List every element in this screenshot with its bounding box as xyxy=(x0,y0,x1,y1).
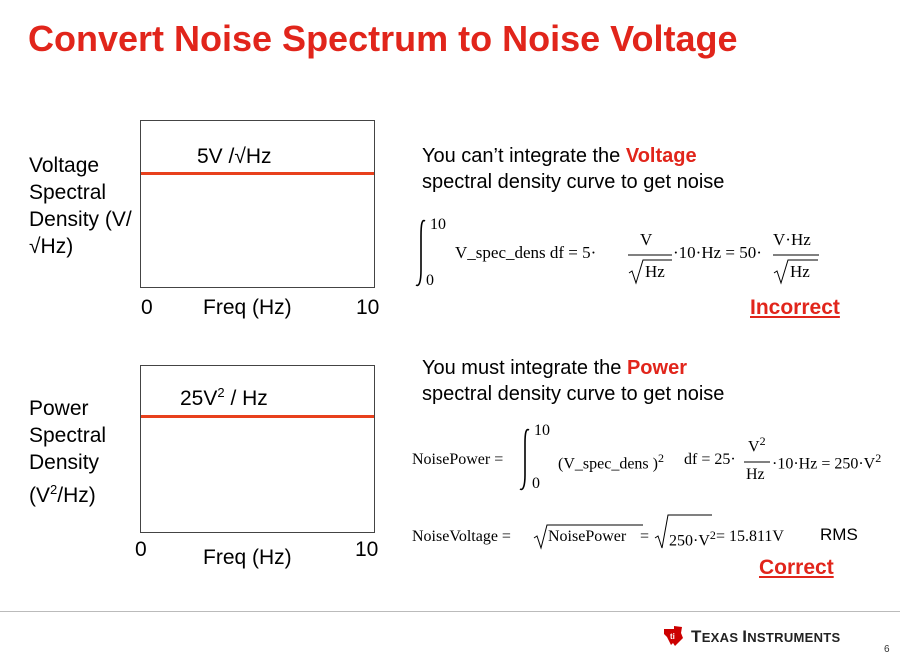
integrand-text: (V_spec_dens ) xyxy=(558,455,658,473)
axis-label-line: Spectral xyxy=(29,424,107,447)
power-density-level-label: 25V2 / Hz xyxy=(180,385,268,411)
power-method-line2: spectral density curve to get noise xyxy=(422,383,725,405)
axis-label-line: Density xyxy=(29,451,100,474)
fraction2-bar-and-radical xyxy=(773,254,819,285)
rms-label: RMS xyxy=(820,525,858,544)
fraction-numerator: V2 xyxy=(748,434,766,456)
sqrt-argument-1: NoisePower xyxy=(548,528,627,545)
ti-state-logo-icon: ti xyxy=(664,626,683,646)
equation-middle: ·10·Hz = 50· xyxy=(673,243,762,262)
units-pre: (V xyxy=(29,484,50,507)
page-number: 6 xyxy=(884,644,890,655)
fraction1-bar-and-radical xyxy=(628,254,672,285)
slide-title: Convert Noise Spectrum to Noise Voltage xyxy=(28,18,738,59)
x-axis-label: Freq (Hz) xyxy=(203,546,292,569)
power-density-axis-label: Power Spectral Density (V2/Hz) xyxy=(29,395,106,509)
wordmark-initial: T xyxy=(691,627,702,646)
power-method-line1: You must integrate the Power xyxy=(422,355,724,381)
equation-mid: df = 25· xyxy=(684,451,736,468)
svg-text:ti: ti xyxy=(670,632,675,641)
fraction-bar xyxy=(744,461,770,463)
fraction2-numerator: V·Hz xyxy=(773,230,811,249)
tail-exponent: 2 xyxy=(875,451,882,465)
x-axis-end-tick: 10 xyxy=(356,296,380,319)
lower-limit: 0 xyxy=(532,475,540,492)
tail-text: ·10·Hz = 250·V xyxy=(772,455,876,473)
x-axis-start-tick: 0 xyxy=(135,538,147,561)
line1-prefix: You can’t integrate the xyxy=(422,145,626,167)
power-density-plot xyxy=(140,365,375,533)
radical-sign-icon xyxy=(533,524,643,550)
upper-limit: 10 xyxy=(430,216,446,233)
equals-sign: = xyxy=(640,528,650,545)
voltage-density-plot xyxy=(140,120,375,288)
line1-prefix: You must integrate the xyxy=(422,357,627,379)
fraction1-denominator: Hz xyxy=(645,262,665,281)
axis-label-line: Voltage xyxy=(29,154,100,177)
integrand: V_spec_dens df = 5· xyxy=(455,243,597,262)
numerator-exponent: 2 xyxy=(759,434,766,448)
correct-label: Correct xyxy=(759,556,834,579)
power-density-trace xyxy=(141,415,374,418)
voltage-result: = 15.811V xyxy=(716,528,784,545)
lower-limit: 0 xyxy=(426,272,434,289)
integral-sign-icon xyxy=(519,428,530,491)
level-exponent: 2 xyxy=(217,385,225,400)
axis-label-line: Density (V/ xyxy=(29,208,132,231)
x-axis-start-tick: 0 xyxy=(141,296,153,319)
upper-limit: 10 xyxy=(534,422,550,439)
voltage-method-line2: spectral density curve to get noise xyxy=(422,171,725,193)
voltage-highlight: Voltage xyxy=(625,145,697,167)
footer-divider xyxy=(0,611,900,612)
voltage-density-axis-label: Voltage Spectral Density (V/ √Hz) xyxy=(29,152,132,260)
axis-label-units: (V2/Hz) xyxy=(29,476,106,509)
wordmark-initial: I xyxy=(742,627,748,646)
fraction2-denominator: Hz xyxy=(790,262,810,281)
radical-sign-icon xyxy=(654,514,712,549)
fraction-denominator: Hz xyxy=(746,466,765,483)
integrand: (V_spec_dens )2 xyxy=(558,451,664,473)
noise-voltage-lhs: NoiseVoltage = xyxy=(412,528,511,545)
sqrt-argument-2-exponent: 2 xyxy=(709,528,716,542)
voltage-method-line1: You can’t integrate the Voltage xyxy=(422,143,724,169)
axis-label-line: √Hz) xyxy=(29,235,74,258)
fraction1-numerator: V xyxy=(640,230,653,249)
wordmark-part: NSTRUMENTS xyxy=(747,630,841,645)
units-exponent: 2 xyxy=(50,482,58,497)
units-post: /Hz) xyxy=(57,484,96,507)
voltage-method-text: You can’t integrate the Voltage spectral… xyxy=(422,143,724,195)
noise-power-lhs: NoisePower = xyxy=(412,451,504,468)
ti-wordmark: TEXAS INSTRUMENTS xyxy=(691,627,841,647)
incorrect-label: Incorrect xyxy=(750,296,840,319)
x-axis-end-tick: 10 xyxy=(355,538,379,561)
power-method-text: You must integrate the Power spectral de… xyxy=(422,355,724,407)
integral-sign-icon xyxy=(415,219,426,287)
equation-tail: ·10·Hz = 250·V2 xyxy=(772,451,881,473)
voltage-density-trace xyxy=(141,172,374,175)
axis-label-line: Spectral xyxy=(29,181,107,204)
numerator-text: V xyxy=(748,438,760,456)
axis-label-line: Power xyxy=(29,397,89,420)
ti-logo: ti TEXAS INSTRUMENTS xyxy=(661,623,851,649)
power-highlight: Power xyxy=(626,357,687,379)
x-axis-label: Freq (Hz) xyxy=(203,296,292,319)
wordmark-part: EXAS xyxy=(701,630,743,645)
sqrt-argument-2: 250·V2 xyxy=(669,528,716,550)
sqrt-argument-2-text: 250·V xyxy=(669,532,710,550)
integrand-exponent: 2 xyxy=(657,451,664,465)
voltage-density-level-label: 5V /√Hz xyxy=(197,145,272,168)
level-post: / Hz xyxy=(224,387,268,410)
level-pre: 25V xyxy=(180,387,218,410)
